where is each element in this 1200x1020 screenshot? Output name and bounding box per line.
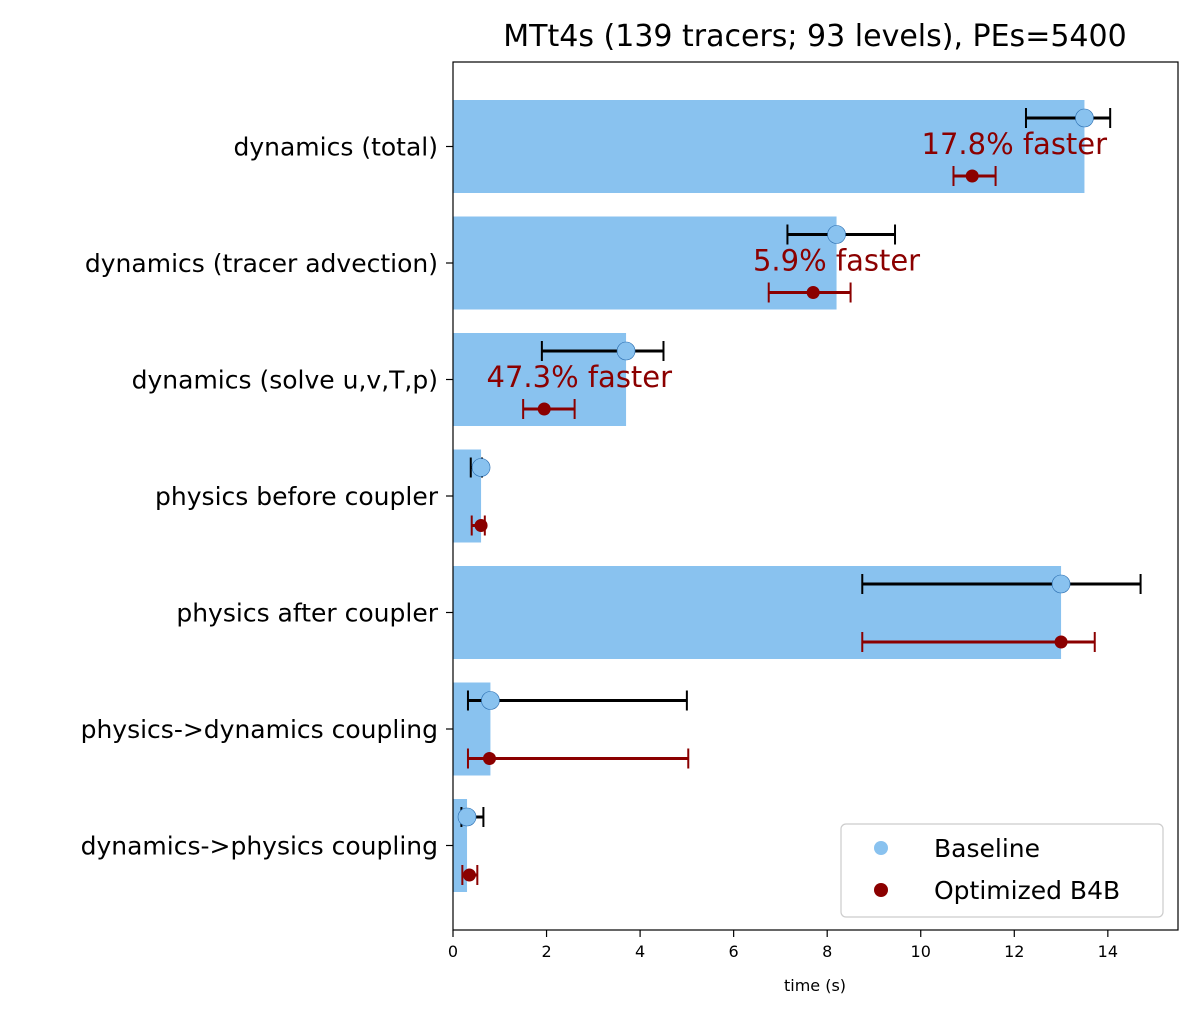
- x-tick-label: 6: [729, 942, 739, 961]
- data-point: [471, 458, 491, 477]
- y-axis: dynamics (total) dynamics (tracer advecti…: [81, 133, 453, 861]
- category-label: physics->dynamics coupling: [81, 715, 438, 744]
- annotation-label: 5.9% faster: [753, 244, 920, 278]
- legend-box: [840, 823, 1164, 918]
- data-point: [965, 169, 979, 183]
- legend-label: Optimized B4B: [934, 876, 1120, 905]
- data-point: [616, 341, 636, 361]
- data-point: [481, 691, 500, 710]
- data-point: [537, 402, 551, 416]
- data-point: [827, 225, 846, 244]
- legend-label: Baseline: [934, 834, 1040, 863]
- category-label: dynamics (total): [233, 133, 438, 162]
- legend-marker: [874, 841, 888, 855]
- category-label: dynamics->physics coupling: [81, 832, 438, 861]
- data-point: [1075, 108, 1094, 128]
- x-axis: 0 2 4 6 8 10 12 14: [448, 930, 1118, 961]
- legend-marker: [874, 883, 888, 897]
- data-point: [462, 868, 476, 882]
- x-tick-label: 12: [1004, 942, 1024, 961]
- category-label: physics after coupler: [176, 599, 438, 628]
- data-point: [1051, 574, 1071, 594]
- data-point: [474, 519, 488, 532]
- x-tick-label: 0: [448, 942, 458, 961]
- chart-title: MTt4s (139 tracers; 93 levels), PEs=5400: [503, 19, 1126, 54]
- data-point: [1054, 635, 1068, 649]
- x-tick-label: 10: [911, 942, 931, 961]
- bar: [453, 566, 1062, 659]
- data-point: [806, 286, 820, 299]
- annotation-label: 47.3% faster: [487, 360, 673, 394]
- x-tick-label: 14: [1098, 942, 1118, 961]
- x-axis-label: time (s): [784, 976, 846, 995]
- category-label: dynamics (tracer advection): [85, 249, 438, 278]
- x-tick-label: 2: [541, 942, 551, 961]
- legend: Baseline Optimized B4B: [840, 823, 1164, 918]
- annotation-label: 17.8% faster: [922, 127, 1108, 161]
- x-tick-label: 4: [635, 942, 645, 961]
- data-point: [457, 807, 477, 827]
- x-tick-label: 8: [822, 942, 832, 961]
- data-point: [482, 752, 496, 765]
- category-label: dynamics (solve u,v,T,p): [132, 366, 438, 395]
- category-label: physics before coupler: [155, 482, 439, 511]
- plot-area: 17.8% faster 5.9% faster 47.3% faster: [453, 100, 1142, 892]
